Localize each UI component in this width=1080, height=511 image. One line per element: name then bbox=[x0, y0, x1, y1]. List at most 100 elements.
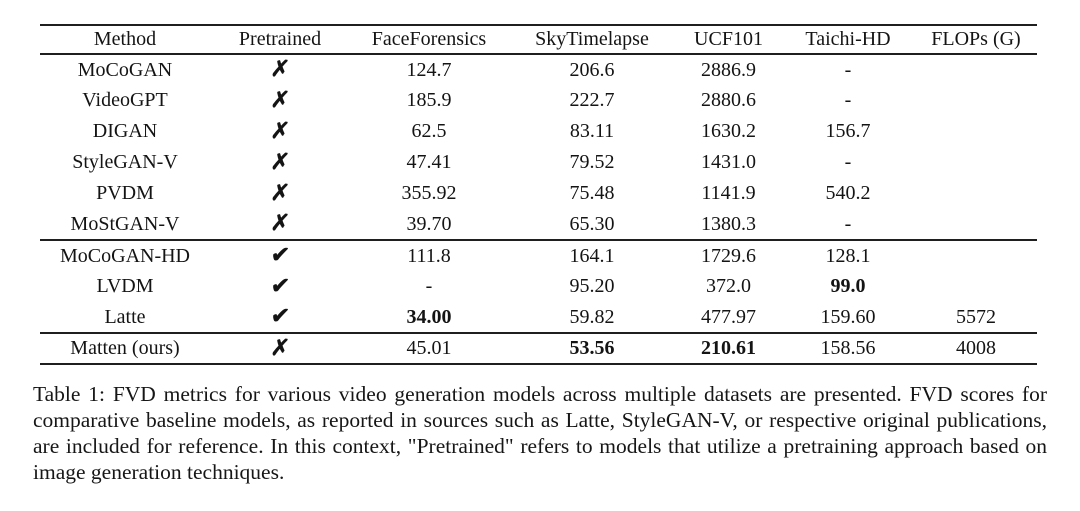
column-header-taichihd: Taichi-HD bbox=[805, 28, 891, 50]
method-cell: LVDM bbox=[96, 275, 154, 297]
metric-cell: 111.8 bbox=[407, 244, 451, 267]
flops-cell bbox=[915, 240, 1037, 271]
flops-cell bbox=[915, 178, 1037, 209]
metric-cell: 206.6 bbox=[569, 58, 615, 81]
metric-cell: 2886.9 bbox=[701, 58, 756, 81]
cross-icon: ✗ bbox=[269, 210, 291, 235]
metric-cell: 65.30 bbox=[569, 212, 615, 235]
header-row: Method Pretrained FaceForensics SkyTimel… bbox=[40, 25, 1037, 54]
flops-cell bbox=[915, 54, 1037, 85]
metric-cell: - bbox=[844, 151, 852, 173]
pretrained-cell: ✗ bbox=[210, 54, 350, 85]
cross-icon: ✗ bbox=[269, 179, 291, 205]
metric-cell: 210.61 bbox=[701, 337, 756, 359]
table-caption: Table 1: FVD metrics for various video g… bbox=[33, 382, 1047, 484]
metric-cell: 372.0 bbox=[706, 275, 751, 297]
metric-cell: 164.1 bbox=[569, 244, 615, 267]
cross-icon: ✗ bbox=[269, 86, 291, 112]
metric-cell: - bbox=[844, 58, 852, 81]
table-row: MoCoGAN ✗ 124.7 206.6 2886.9 - bbox=[40, 54, 1037, 85]
metric-cell: 124.7 bbox=[406, 58, 452, 81]
metric-cell: 1431.0 bbox=[701, 151, 756, 173]
metric-cell: 1141.9 bbox=[701, 182, 756, 204]
metric-cell: 355.92 bbox=[401, 182, 457, 204]
metric-cell: 45.01 bbox=[406, 337, 452, 359]
check-icon: ✔ bbox=[269, 242, 291, 267]
metric-cell: - bbox=[844, 212, 852, 235]
table-row-ours: Matten (ours) ✗ 45.01 53.56 210.61 158.5… bbox=[40, 333, 1037, 364]
metric-cell: 34.00 bbox=[406, 305, 452, 328]
metric-cell: 477.97 bbox=[701, 305, 756, 328]
method-cell: MoCoGAN bbox=[77, 58, 173, 81]
fvd-results-table: Method Pretrained FaceForensics SkyTimel… bbox=[40, 24, 1037, 365]
method-cell: PVDM bbox=[96, 182, 154, 204]
column-header-method: Method bbox=[93, 28, 157, 50]
pretrained-cell: ✗ bbox=[210, 147, 350, 178]
table-row: VideoGPT ✗ 185.9 222.7 2880.6 - bbox=[40, 85, 1037, 116]
metric-cell: 540.2 bbox=[825, 182, 871, 204]
table-row: MoCoGAN-HD ✔ 111.8 164.1 1729.6 128.1 bbox=[40, 240, 1037, 271]
flops-cell bbox=[915, 116, 1037, 147]
pretrained-cell: ✗ bbox=[210, 116, 350, 147]
flops-cell: 4008 bbox=[956, 337, 996, 359]
metric-cell: 75.48 bbox=[569, 182, 615, 204]
metric-cell: - bbox=[844, 89, 852, 111]
pretrained-cell: ✔ bbox=[210, 240, 350, 271]
cross-icon: ✗ bbox=[269, 148, 291, 174]
metric-cell: 2880.6 bbox=[701, 89, 756, 111]
table-row: LVDM ✔ - 95.20 372.0 99.0 bbox=[40, 271, 1037, 302]
metric-cell: 159.60 bbox=[820, 305, 876, 328]
metric-cell: 95.20 bbox=[569, 275, 615, 297]
metric-cell: 1729.6 bbox=[701, 244, 756, 267]
metric-cell: 1630.2 bbox=[701, 120, 756, 142]
metric-cell: 156.7 bbox=[825, 120, 871, 142]
method-cell: VideoGPT bbox=[82, 89, 168, 111]
method-cell: Matten (ours) bbox=[70, 337, 180, 359]
method-cell: MoStGAN-V bbox=[70, 212, 180, 235]
metric-cell: 222.7 bbox=[569, 89, 615, 111]
column-header-pretrained: Pretrained bbox=[238, 28, 322, 50]
metric-cell: 62.5 bbox=[411, 120, 447, 142]
flops-cell bbox=[915, 271, 1037, 302]
method-cell: DIGAN bbox=[92, 120, 158, 142]
cross-icon: ✗ bbox=[269, 334, 291, 360]
metric-cell: 53.56 bbox=[569, 337, 615, 359]
metric-cell: 158.56 bbox=[820, 337, 876, 359]
method-cell: Latte bbox=[104, 305, 146, 328]
flops-cell bbox=[915, 85, 1037, 116]
metric-cell: 128.1 bbox=[825, 244, 871, 267]
metric-cell: 39.70 bbox=[406, 212, 452, 235]
check-icon: ✔ bbox=[269, 272, 291, 298]
column-header-skytimelapse: SkyTimelapse bbox=[535, 28, 649, 50]
metric-cell: 59.82 bbox=[569, 305, 615, 328]
pretrained-cell: ✗ bbox=[210, 85, 350, 116]
metric-cell: 1380.3 bbox=[701, 212, 756, 235]
method-cell: MoCoGAN-HD bbox=[60, 244, 190, 267]
pretrained-cell: ✗ bbox=[210, 178, 350, 209]
metric-cell: 83.11 bbox=[569, 120, 615, 142]
metric-cell: 47.41 bbox=[406, 151, 452, 173]
metric-cell: - bbox=[425, 275, 433, 297]
table-row: StyleGAN-V ✗ 47.41 79.52 1431.0 - bbox=[40, 147, 1037, 178]
pretrained-cell: ✔ bbox=[210, 302, 350, 333]
flops-cell bbox=[915, 209, 1037, 240]
column-header-ucf101: UCF101 bbox=[694, 28, 763, 50]
method-cell: StyleGAN-V bbox=[72, 151, 178, 173]
metric-cell: 79.52 bbox=[569, 151, 615, 173]
pretrained-cell: ✗ bbox=[210, 209, 350, 240]
column-header-flops: FLOPs (G) bbox=[931, 28, 1021, 50]
pretrained-cell: ✔ bbox=[210, 271, 350, 302]
pretrained-cell: ✗ bbox=[210, 333, 350, 364]
metric-cell: 99.0 bbox=[830, 275, 866, 297]
table-row: Latte ✔ 34.00 59.82 477.97 159.60 5572 bbox=[40, 302, 1037, 333]
cross-icon: ✗ bbox=[269, 117, 291, 143]
flops-cell bbox=[915, 147, 1037, 178]
check-icon: ✔ bbox=[269, 303, 291, 328]
column-header-faceforensics: FaceForensics bbox=[371, 28, 487, 50]
metric-cell: 185.9 bbox=[406, 89, 452, 111]
table-row: DIGAN ✗ 62.5 83.11 1630.2 156.7 bbox=[40, 116, 1037, 147]
cross-icon: ✗ bbox=[269, 56, 291, 81]
table-row: MoStGAN-V ✗ 39.70 65.30 1380.3 - bbox=[40, 209, 1037, 240]
flops-cell: 5572 bbox=[956, 305, 996, 328]
